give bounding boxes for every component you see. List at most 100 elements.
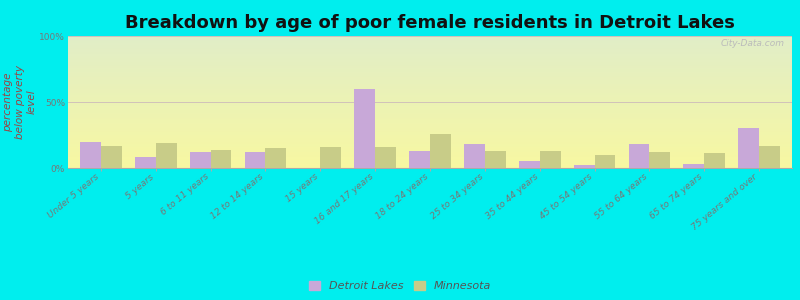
Bar [68,158,792,159]
Bar [68,65,792,66]
Bar [68,118,792,119]
Bar [68,56,792,57]
Bar [68,161,792,163]
Bar [68,122,792,123]
Bar [68,39,792,40]
Bar [68,152,792,154]
Bar [68,90,792,92]
Bar [68,73,792,74]
Bar [68,60,792,61]
Bar [68,76,792,77]
Text: City-Data.com: City-Data.com [721,39,785,48]
Bar [68,82,792,83]
Bar [68,115,792,116]
Bar [68,121,792,122]
Bar [68,45,792,46]
Bar [409,151,430,168]
Bar [629,144,650,168]
Bar [68,43,792,44]
Bar [68,110,792,111]
Bar [68,94,792,95]
Bar [68,44,792,45]
Bar [68,140,792,142]
Bar [68,143,792,144]
Bar [485,151,506,168]
Bar [68,69,792,70]
Bar [68,66,792,68]
Bar [68,53,792,55]
Bar [190,152,210,168]
Bar [68,37,792,39]
Bar [320,147,341,168]
Bar [68,68,792,69]
Bar [210,149,231,168]
Bar [68,147,792,148]
Bar [68,48,792,49]
Bar [68,107,792,109]
Bar [354,89,375,168]
Bar [68,165,792,167]
Bar [68,70,792,72]
Bar [704,154,725,168]
Bar [540,151,561,168]
Bar [68,114,792,115]
Bar [430,134,451,168]
Bar [68,40,792,41]
Bar [68,148,792,149]
Bar [519,161,540,168]
Bar [68,101,792,102]
Bar [68,86,792,88]
Bar [68,36,792,37]
Bar [68,72,792,73]
Bar [68,160,792,161]
Bar [135,158,156,168]
Bar [68,112,792,114]
Bar [68,134,792,135]
Bar [574,165,594,168]
Bar [68,138,792,139]
Bar [68,151,792,152]
Bar [68,149,792,151]
Bar [68,93,792,94]
Bar [68,124,792,126]
Bar [68,131,792,132]
Bar [68,49,792,50]
Bar [68,130,792,131]
Bar [650,152,670,168]
Bar [68,154,792,155]
Bar [68,106,792,107]
Bar [68,146,792,147]
Bar [68,159,792,160]
Bar [68,88,792,89]
Bar [68,136,792,138]
Bar [68,142,792,143]
Bar [68,139,792,140]
Bar [68,102,792,103]
Bar [68,74,792,76]
Bar [68,61,792,62]
Bar [68,105,792,106]
Bar [68,81,792,82]
Bar [68,144,792,145]
Bar [594,155,615,168]
Bar [68,135,792,136]
Bar [68,80,792,81]
Bar [68,57,792,58]
Bar [68,109,792,110]
Bar [68,97,792,98]
Bar [68,95,792,97]
Bar [464,144,485,168]
Bar [683,164,704,168]
Bar [68,58,792,60]
Bar [68,77,792,78]
Title: Breakdown by age of poor female residents in Detroit Lakes: Breakdown by age of poor female resident… [125,14,735,32]
Bar [68,116,792,118]
Y-axis label: percentage
below poverty
level: percentage below poverty level [3,65,37,139]
Bar [68,123,792,124]
Bar [68,167,792,168]
Bar [101,146,122,168]
Bar [68,89,792,90]
Bar [68,62,792,64]
Bar [68,85,792,86]
Bar [738,128,759,168]
